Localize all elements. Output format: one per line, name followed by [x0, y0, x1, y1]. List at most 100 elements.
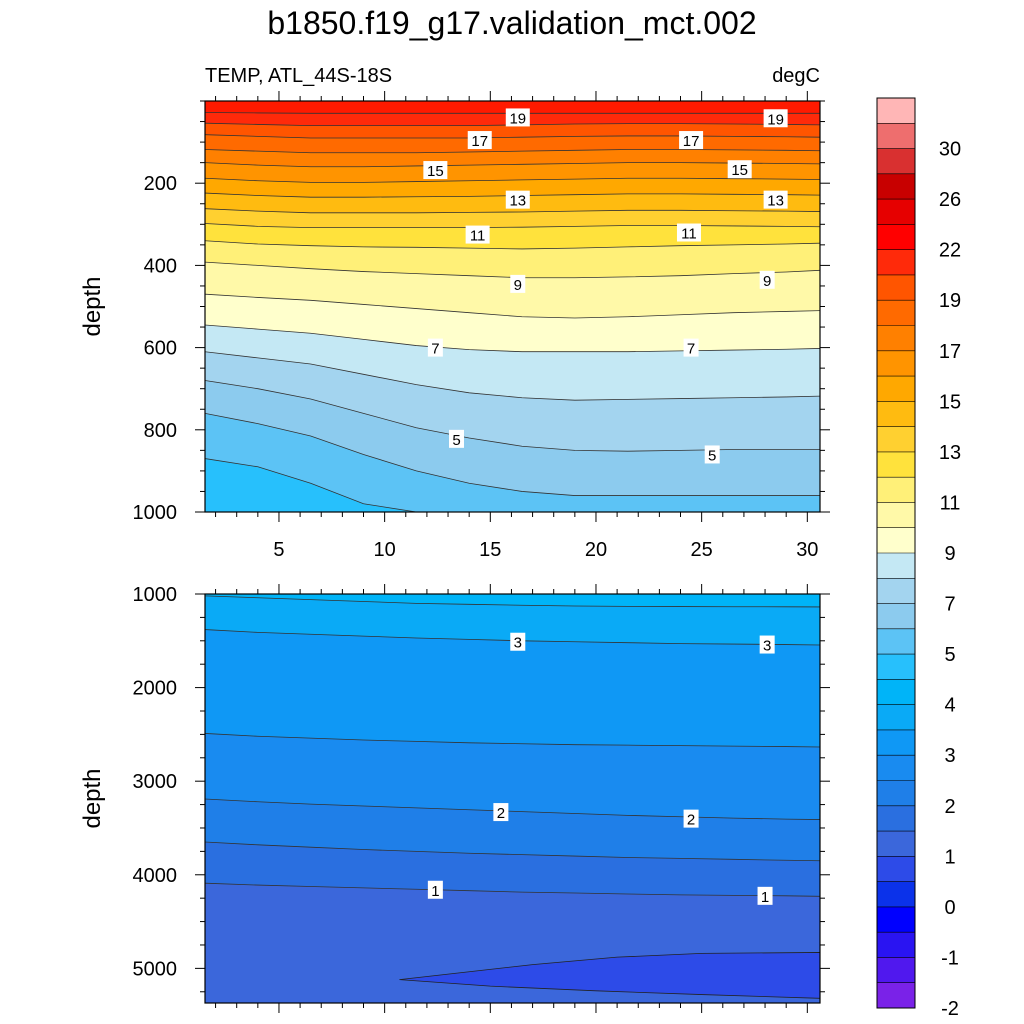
upper-contour-label: 11	[470, 228, 486, 245]
colorbar-label: 7	[944, 594, 955, 616]
lower-contour-label-box	[510, 632, 526, 651]
upper-contour-line-14	[205, 177, 820, 183]
colorbar-swatch	[877, 805, 915, 832]
lower-deep-water-patch	[399, 952, 820, 999]
colorbar-swatch	[877, 148, 915, 175]
upper-contour-label: 5	[708, 447, 716, 464]
lower-contour-line-1.5	[205, 841, 820, 862]
colorbar-label: 19	[939, 290, 961, 312]
upper-contour-line-17	[205, 134, 820, 139]
upper-contour-line-16	[205, 149, 820, 154]
colorbar-label: 30	[939, 139, 961, 161]
colorbar-label: 15	[939, 391, 961, 413]
upper-contour-line-11	[205, 223, 820, 228]
upper-y-tick-label: 200	[144, 173, 177, 195]
colorbar-label: 9	[944, 543, 955, 565]
lower-y-axis-title: depth	[79, 768, 106, 828]
colorbar-label: 5	[944, 644, 955, 666]
colorbar-swatch	[877, 881, 915, 908]
upper-contour-label: 5	[452, 432, 460, 449]
upper-y-tick-label: 600	[144, 338, 177, 360]
colorbar-swatch	[877, 300, 915, 326]
colorbar-swatch	[877, 477, 915, 503]
upper-fill-level-4	[205, 413, 820, 512]
upper-contour-label-box	[505, 108, 530, 127]
lower-y-tick-label: 2000	[133, 678, 178, 700]
upper-contour-label-box	[427, 338, 443, 357]
lower-contour-label-box	[757, 886, 773, 905]
upper-contour-label: 17	[683, 133, 700, 150]
upper-panel: 19 19 17 17 15 15 13 13 11 11 9 9 7 7 5 5 5 10 15 20 25 30 200…	[79, 91, 830, 561]
upper-x-tick-label: 15	[479, 539, 501, 561]
lower-contour-label-box	[683, 809, 699, 828]
chart-title: b1850.f19_g17.validation_mct.002	[267, 5, 756, 41]
upper-contour-label: 9	[763, 273, 771, 290]
lower-contour-line-2.5	[205, 733, 820, 748]
colorbar-swatch	[877, 325, 915, 352]
colorbar-swatch	[877, 932, 915, 958]
colorbar-swatch	[877, 249, 915, 276]
upper-contour-label-box	[423, 161, 448, 180]
upper-contour-line-6	[205, 351, 820, 401]
lower-contour-label: 3	[514, 635, 522, 652]
lower-contour-label: 2	[497, 805, 505, 822]
upper-contour-label-box	[763, 190, 788, 209]
upper-contour-label-box	[676, 223, 701, 242]
lower-contour-label: 1	[761, 889, 769, 906]
variable-region-label: TEMP, ATL_44S-18S	[205, 65, 392, 87]
colorbar-swatch	[877, 831, 915, 857]
colorbar-label: 2	[944, 796, 955, 818]
upper-contour-label: 19	[509, 110, 526, 127]
lower-contour-label-box	[759, 635, 775, 654]
upper-contour-label-box	[505, 190, 530, 209]
upper-contour-label: 11	[681, 226, 697, 243]
colorbar-swatch	[877, 274, 915, 301]
colorbar-swatch	[877, 553, 915, 579]
lower-contour-line-2	[205, 798, 820, 820]
colorbar-label: 17	[939, 341, 961, 363]
colorbar-label: 11	[940, 492, 961, 514]
upper-contour-line-8	[205, 293, 820, 319]
colorbar-swatch	[877, 654, 915, 680]
upper-y-tick-label: 400	[144, 255, 177, 277]
upper-x-tick-label: 10	[374, 539, 396, 561]
upper-contour-label: 7	[431, 341, 439, 358]
upper-contour-label-box	[727, 160, 752, 179]
upper-contour-label-box	[683, 338, 699, 357]
lower-y-tick-label: 5000	[133, 958, 178, 980]
upper-contour-label-box	[763, 109, 788, 128]
colorbar-swatch	[877, 376, 915, 402]
colorbar-label: 1	[944, 846, 955, 868]
lower-plot-frame	[204, 593, 821, 1004]
upper-contour-label-box	[467, 131, 492, 150]
colorbar-swatch	[877, 350, 915, 377]
upper-x-tick-label: 25	[691, 539, 713, 561]
upper-contour-label: 15	[731, 162, 748, 179]
colorbar-swatch	[877, 173, 915, 200]
upper-contour-label-box	[679, 131, 704, 150]
upper-contour-label: 7	[687, 341, 695, 358]
upper-contour-label-box	[510, 274, 526, 293]
colorbar-swatch	[877, 502, 915, 529]
colorbar-swatch	[877, 856, 915, 883]
upper-fill-level-3	[205, 458, 820, 512]
colorbar-swatch	[877, 451, 915, 478]
lower-y-tick-label: 3000	[133, 771, 178, 793]
colorbar-swatch	[877, 426, 915, 453]
upper-contour-line-3	[205, 458, 820, 512]
upper-contour-label: 19	[767, 111, 784, 128]
colorbar-swatch	[877, 780, 915, 807]
colorbar-swatch	[877, 603, 915, 630]
lower-contour-line-3.5	[205, 595, 820, 608]
upper-contour-label: 13	[767, 193, 784, 210]
colorbar-swatch	[877, 527, 915, 554]
upper-contour-label: 15	[427, 163, 444, 180]
colorbar-swatch	[877, 401, 915, 428]
colorbar-swatch	[877, 729, 915, 756]
colorbar-swatch	[877, 704, 915, 731]
colorbar-swatch	[877, 906, 915, 933]
upper-y-tick-label: 800	[144, 420, 177, 442]
colorbar-label: -2	[941, 998, 959, 1020]
lower-contour-label: 1	[431, 883, 439, 900]
